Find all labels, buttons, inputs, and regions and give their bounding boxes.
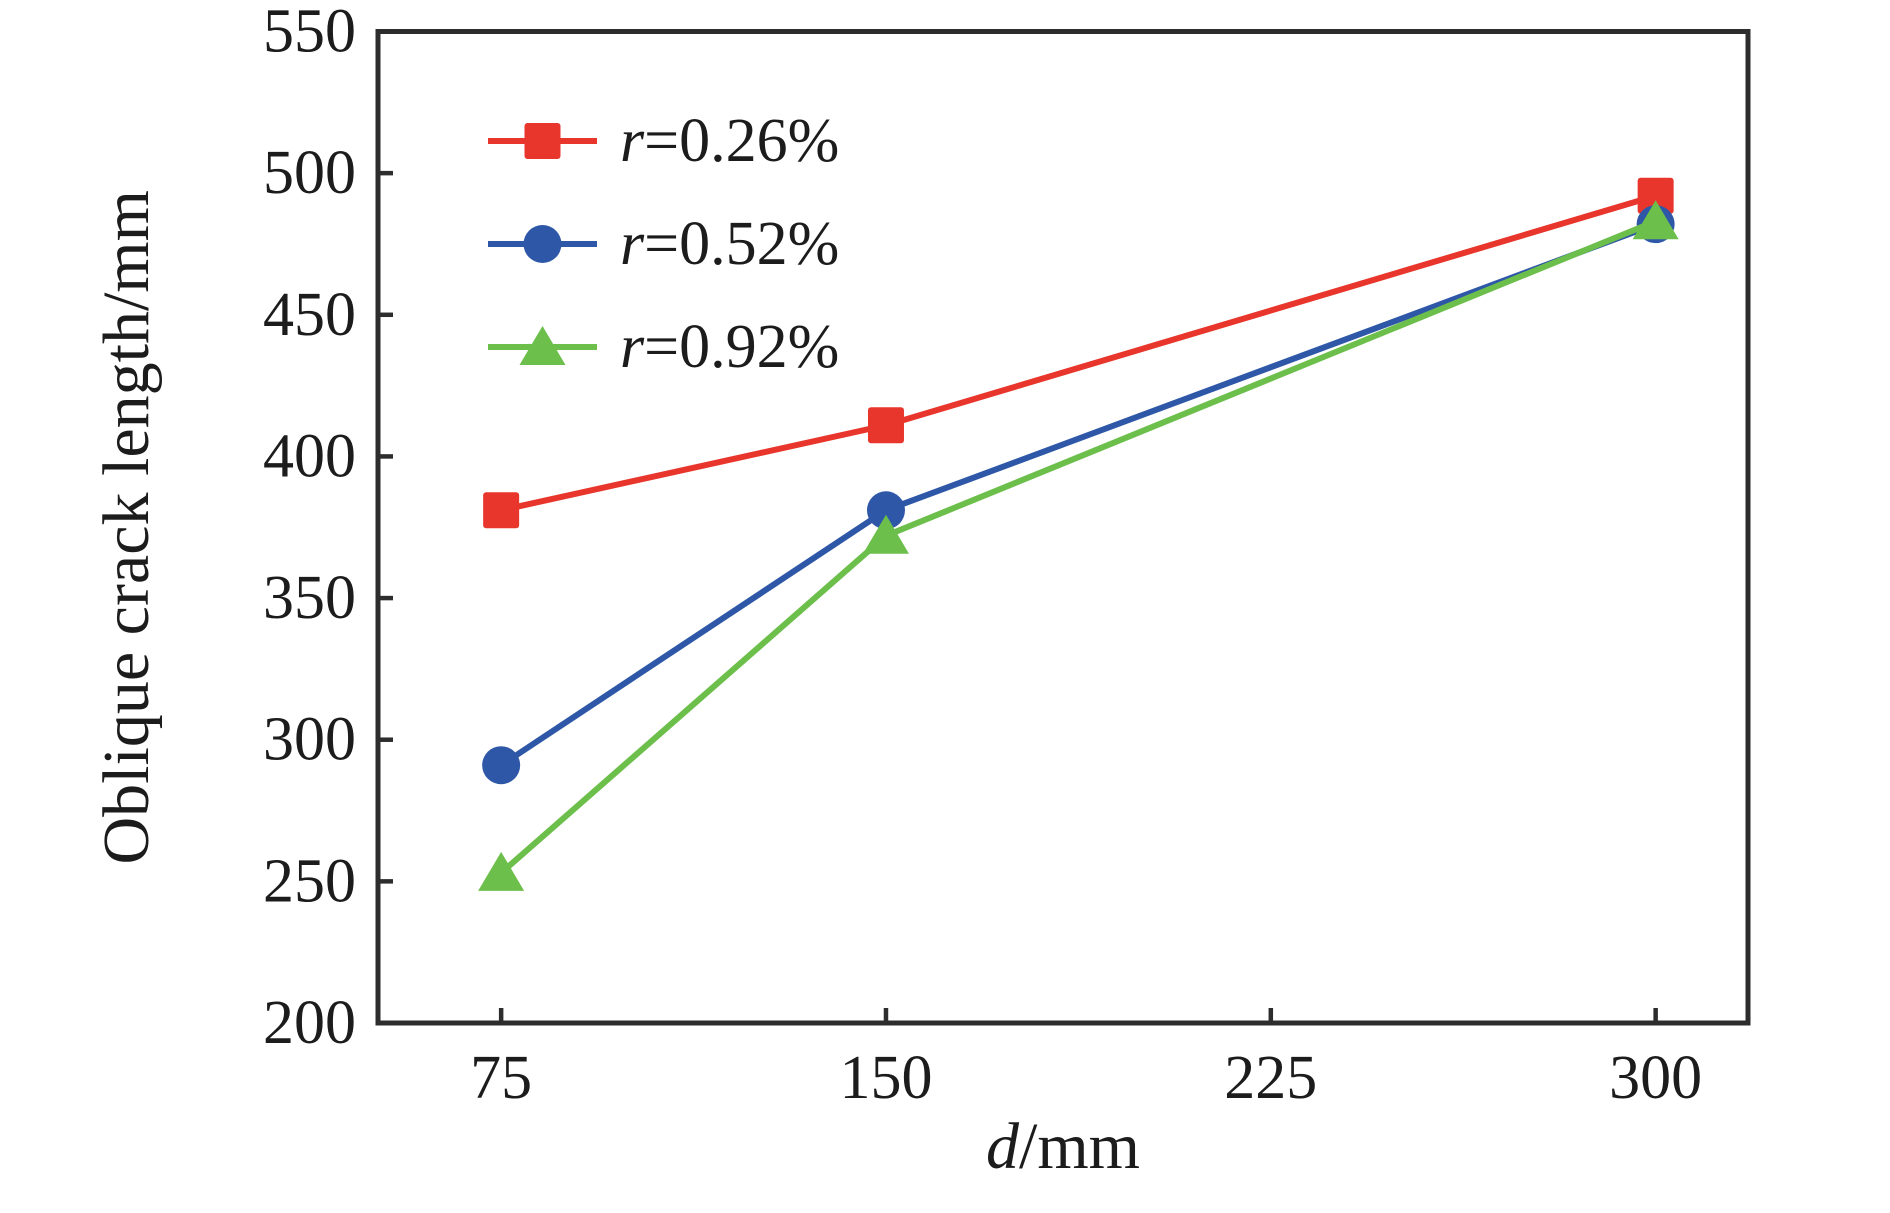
x-axis-tick-label: 300	[1609, 1044, 1702, 1112]
triangle-marker	[862, 514, 909, 554]
triangle-legend-marker	[519, 326, 566, 365]
y-axis-tick-label: 400	[263, 422, 356, 490]
triangle-marker	[1632, 200, 1679, 240]
square-marker	[483, 492, 520, 529]
x-axis-tick-label: 150	[839, 1044, 932, 1112]
series-group	[478, 177, 1679, 891]
circle-marker	[866, 491, 905, 530]
x-axis-title: d/mm	[986, 1110, 1140, 1183]
plot-box	[375, 29, 1751, 1026]
y-axis-tick-label: 500	[263, 139, 356, 207]
circle-legend-marker	[523, 225, 562, 263]
triangle-marker	[478, 851, 525, 891]
y-axis-tick-label: 550	[263, 0, 356, 66]
legend-label: r=0.92%	[620, 313, 839, 381]
y-axis-tick-label: 450	[263, 281, 356, 349]
circle-marker	[482, 746, 521, 785]
series-r=0.52%	[482, 205, 1675, 785]
square-marker	[867, 407, 904, 444]
series-line	[499, 221, 1657, 768]
x-axis-tick-label: 75	[470, 1044, 532, 1112]
series-r=0.92%	[478, 200, 1679, 891]
y-axis-tick-label: 350	[263, 564, 356, 632]
legend-label: r=0.26%	[620, 107, 839, 175]
x-axis-tick-label: 225	[1224, 1044, 1317, 1112]
legend: r=0.26% r=0.52% r=0.92%	[488, 107, 839, 381]
series-r=0.26%	[483, 177, 1674, 529]
legend-item: r=0.92%	[488, 313, 839, 381]
legend-item: r=0.26%	[488, 107, 839, 175]
y-axis-tick-label: 200	[263, 989, 356, 1057]
y-axis-tick-label: 250	[263, 847, 356, 915]
y-axis-title: Oblique crack length/mm	[90, 190, 163, 864]
square-legend-marker	[524, 123, 561, 159]
legend-item: r=0.52%	[488, 210, 839, 278]
axes: 200 250 300 350 400 450 500 550 75 150 225 300 Obliq…	[90, 0, 1751, 1183]
legend-label: r=0.52%	[620, 210, 839, 278]
square-marker	[1637, 177, 1674, 214]
y-axis-tick-label: 300	[263, 706, 356, 774]
